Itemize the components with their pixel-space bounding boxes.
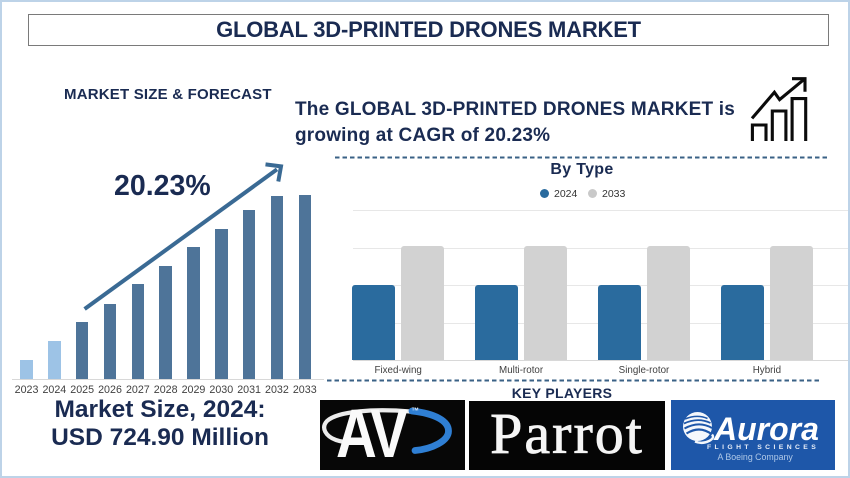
svg-text:A Boeing Company: A Boeing Company bbox=[718, 452, 794, 462]
svg-text:™: ™ bbox=[411, 406, 419, 415]
svg-text:Aurora: Aurora bbox=[713, 411, 819, 447]
svg-text:FLIGHT SCIENCES: FLIGHT SCIENCES bbox=[707, 444, 819, 451]
svg-text:AV: AV bbox=[336, 400, 408, 470]
